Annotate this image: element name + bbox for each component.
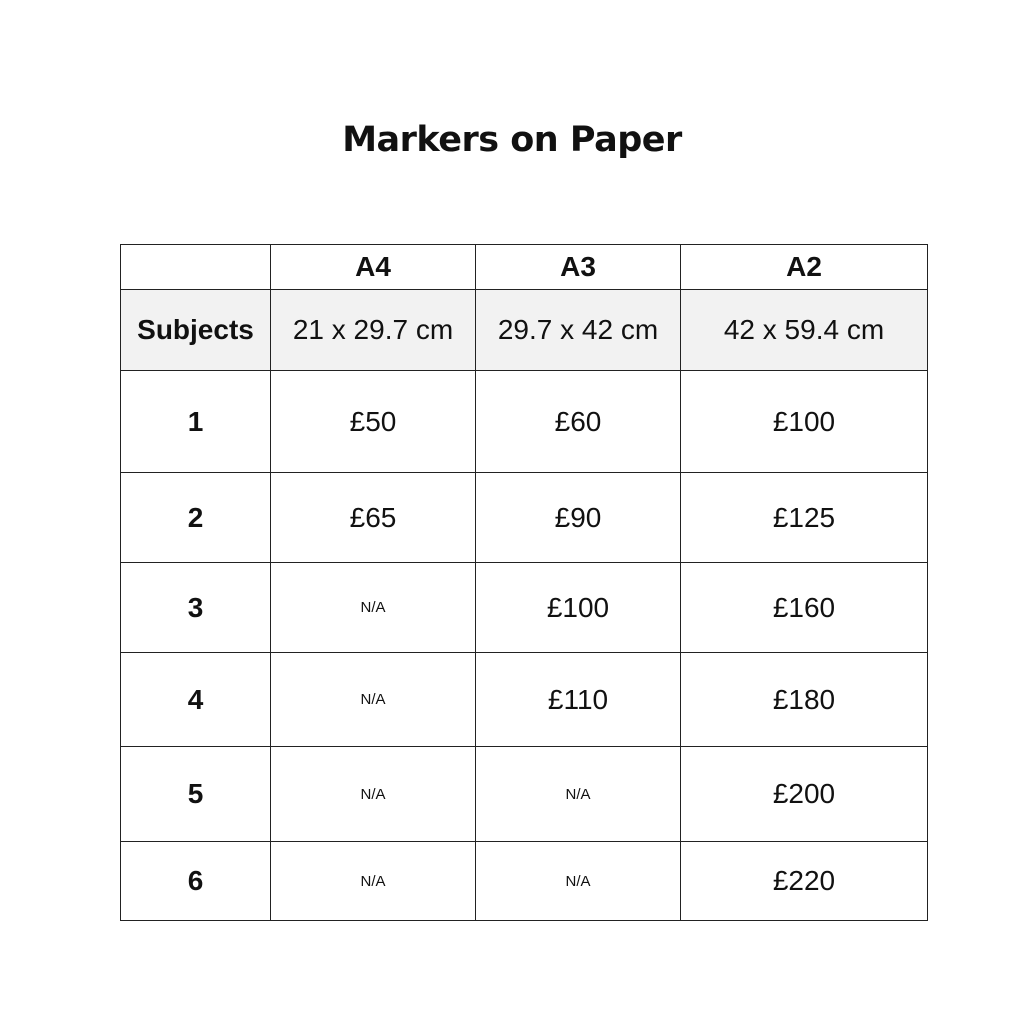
price-cell-a2: £180 [680, 652, 928, 747]
price-cell-a3: £110 [475, 652, 681, 747]
price-table: A4 A3 A2 Subjects 21 x 29.7 cm 29.7 x 42… [120, 244, 928, 921]
price-cell-a2: £125 [680, 472, 928, 563]
price-cell-a3: £90 [475, 472, 681, 563]
price-cell-a2: £160 [680, 562, 928, 653]
price-cell-a4: N/A [270, 652, 476, 747]
price-cell-a3: N/A [475, 746, 681, 842]
subjects-count-cell: 1 [120, 370, 271, 473]
table-row: 2 £65 £90 £125 [120, 472, 928, 563]
header-a2: A2 [680, 244, 928, 290]
price-cell-a4: £50 [270, 370, 476, 473]
header-cell-empty [120, 244, 271, 290]
price-cell-a2: £100 [680, 370, 928, 473]
dimension-a4: 21 x 29.7 cm [270, 289, 476, 371]
header-a4: A4 [270, 244, 476, 290]
header-a3: A3 [475, 244, 681, 290]
subjects-count-cell: 3 [120, 562, 271, 653]
price-cell-a4: N/A [270, 841, 476, 921]
price-cell-a2: £220 [680, 841, 928, 921]
price-cell-a3: £100 [475, 562, 681, 653]
table-row: 5 N/A N/A £200 [120, 746, 928, 842]
table-row: 4 N/A £110 £180 [120, 652, 928, 747]
subjects-count-cell: 6 [120, 841, 271, 921]
subjects-label: Subjects [120, 289, 271, 371]
price-cell-a4: N/A [270, 746, 476, 842]
price-cell-a2: £200 [680, 746, 928, 842]
table-row: 1 £50 £60 £100 [120, 370, 928, 473]
price-cell-a3: N/A [475, 841, 681, 921]
price-cell-a4: £65 [270, 472, 476, 563]
table-row: 3 N/A £100 £160 [120, 562, 928, 653]
price-cell-a3: £60 [475, 370, 681, 473]
price-cell-a4: N/A [270, 562, 476, 653]
dimensions-row: Subjects 21 x 29.7 cm 29.7 x 42 cm 42 x … [120, 289, 928, 371]
subjects-count-cell: 2 [120, 472, 271, 563]
header-row: A4 A3 A2 [120, 244, 928, 290]
page-title: Markers on Paper [342, 120, 682, 160]
subjects-count-cell: 5 [120, 746, 271, 842]
table-row: 6 N/A N/A £220 [120, 841, 928, 921]
dimension-a2: 42 x 59.4 cm [680, 289, 928, 371]
dimension-a3: 29.7 x 42 cm [475, 289, 681, 371]
subjects-count-cell: 4 [120, 652, 271, 747]
